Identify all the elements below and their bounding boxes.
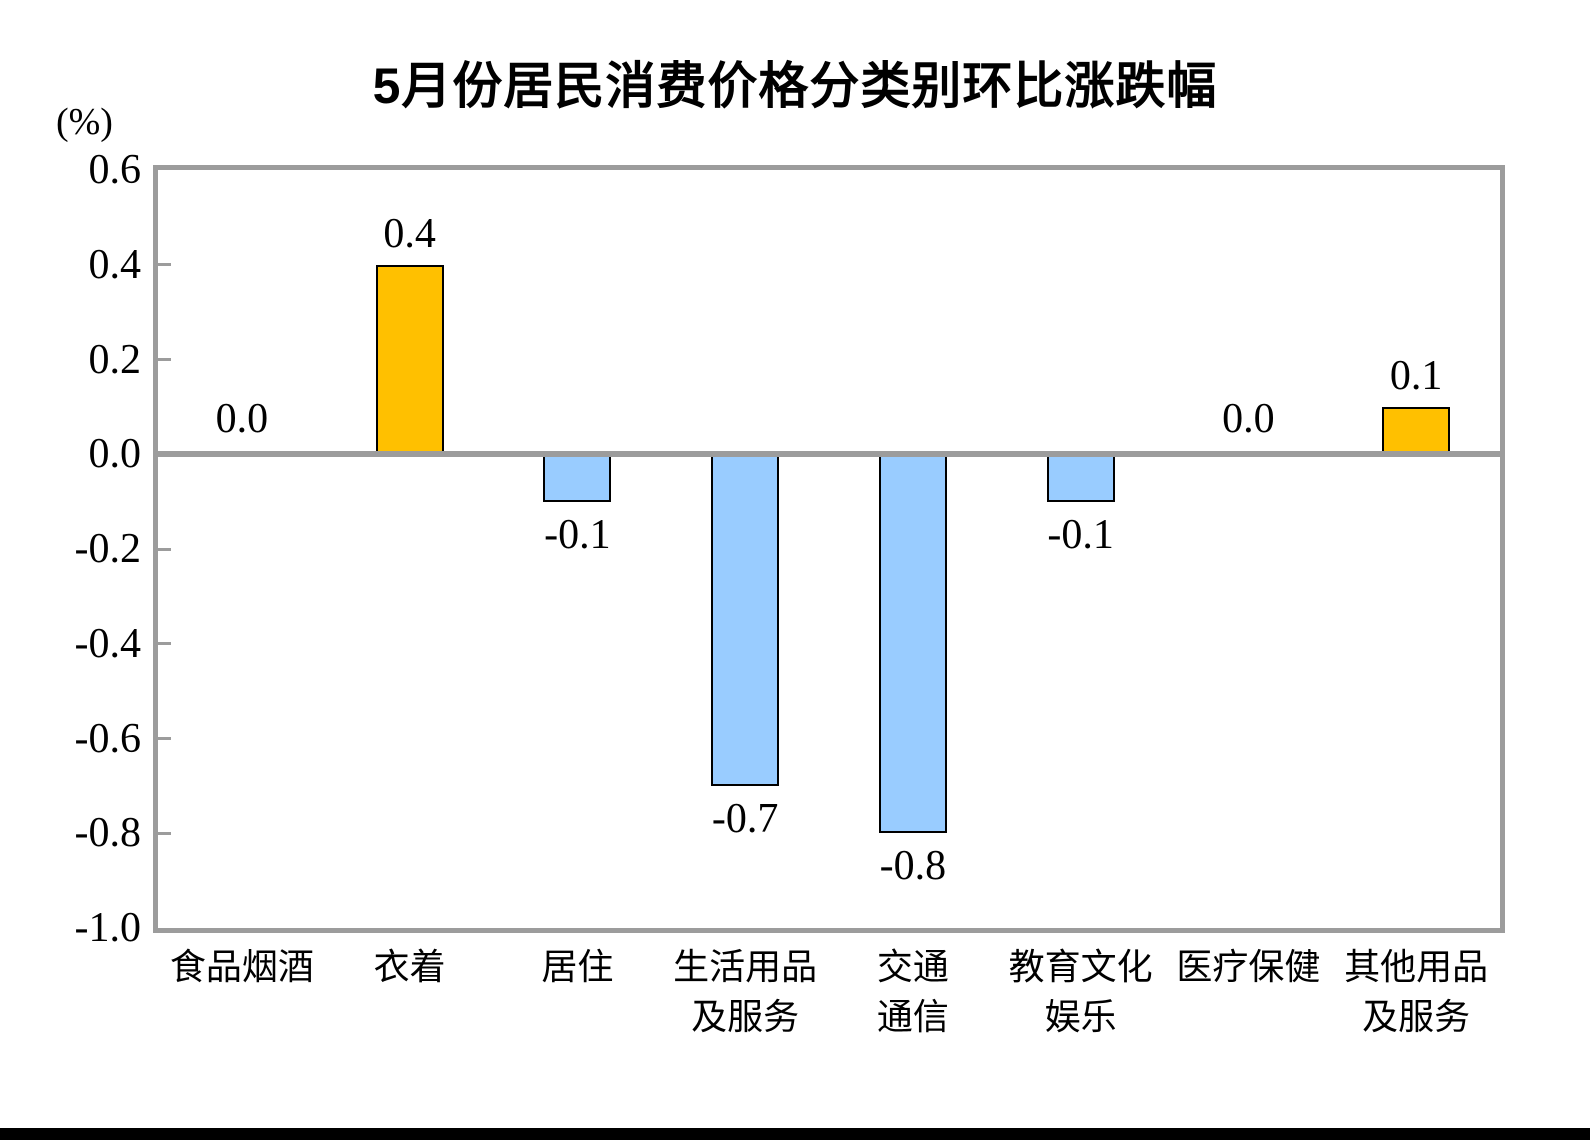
chart-title: 5月份居民消费价格分类别环比涨跌幅 bbox=[372, 58, 1218, 114]
x-axis-label-line: 娱乐 bbox=[1044, 997, 1117, 1037]
y-axis-tick bbox=[158, 831, 171, 835]
bar-value-label-0: 0.0 bbox=[215, 396, 269, 443]
x-axis-label-line: 衣着 bbox=[373, 947, 446, 987]
x-axis-label-line: 生活用品 bbox=[673, 947, 818, 987]
y-axis-label-6: -0.6 bbox=[74, 715, 142, 762]
x-axis-label-2: 居住 bbox=[493, 942, 661, 992]
y-axis-tick bbox=[158, 737, 171, 740]
bar-value-label-3: -0.7 bbox=[711, 795, 779, 842]
y-axis-label-2: 0.2 bbox=[88, 336, 142, 383]
y-axis-label-5: -0.4 bbox=[74, 620, 142, 667]
x-axis-label-line: 及服务 bbox=[1362, 997, 1471, 1037]
bar-value-label-1: 0.4 bbox=[383, 210, 436, 257]
x-axis-label-line: 交通 bbox=[876, 947, 949, 987]
bar-3 bbox=[711, 454, 780, 786]
x-axis-label-6: 医疗保健 bbox=[1164, 942, 1332, 992]
x-axis-label-7: 其他用品 及服务 bbox=[1332, 942, 1500, 1042]
x-axis-label-4: 交通 通信 bbox=[829, 942, 997, 1042]
bar-5 bbox=[1046, 454, 1115, 502]
y-axis-label-0: 0.6 bbox=[88, 147, 142, 193]
y-axis-tick bbox=[158, 358, 171, 361]
x-axis-label-line: 通信 bbox=[876, 997, 949, 1037]
y-axis-tick bbox=[158, 547, 171, 551]
x-axis-label-3: 生活用品 及服务 bbox=[661, 942, 829, 1042]
x-axis-label-1: 衣着 bbox=[326, 942, 494, 992]
plot-area bbox=[153, 165, 1505, 933]
x-axis-label-line: 医疗保健 bbox=[1176, 947, 1321, 987]
bar-1 bbox=[375, 264, 444, 455]
bottom-black-strip bbox=[0, 1128, 1590, 1140]
bar-value-label-7: 0.1 bbox=[1389, 352, 1443, 399]
x-axis-label-line: 食品烟酒 bbox=[169, 947, 314, 987]
bar-7 bbox=[1382, 406, 1451, 455]
y-axis-tick bbox=[158, 263, 171, 267]
bar-value-label-2: -0.1 bbox=[544, 511, 611, 558]
x-axis-label-line: 教育文化 bbox=[1008, 947, 1153, 987]
bar-value-label-5: -0.1 bbox=[1047, 511, 1114, 558]
y-axis-label-4: -0.2 bbox=[74, 526, 142, 572]
x-axis-label-line: 及服务 bbox=[691, 997, 800, 1037]
y-axis-label-3: 0.0 bbox=[88, 431, 142, 478]
x-axis-label-0: 食品烟酒 bbox=[158, 942, 326, 992]
y-axis-label-8: -1.0 bbox=[74, 905, 142, 951]
bar-2 bbox=[543, 454, 612, 502]
y-axis-label-7: -0.8 bbox=[74, 810, 142, 857]
bar-value-label-4: -0.8 bbox=[879, 843, 947, 890]
y-axis-unit-label: (%) bbox=[56, 101, 113, 143]
bar-value-label-6: 0.0 bbox=[1222, 396, 1275, 443]
zero-axis-line bbox=[158, 451, 1500, 458]
y-axis-tick bbox=[158, 642, 171, 646]
x-axis-label-line: 居住 bbox=[541, 947, 614, 987]
y-axis-label-1: 0.4 bbox=[88, 241, 142, 288]
bar-4 bbox=[878, 454, 947, 834]
x-axis-label-line: 其他用品 bbox=[1344, 947, 1489, 987]
x-axis-label-5: 教育文化 娱乐 bbox=[997, 942, 1165, 1042]
